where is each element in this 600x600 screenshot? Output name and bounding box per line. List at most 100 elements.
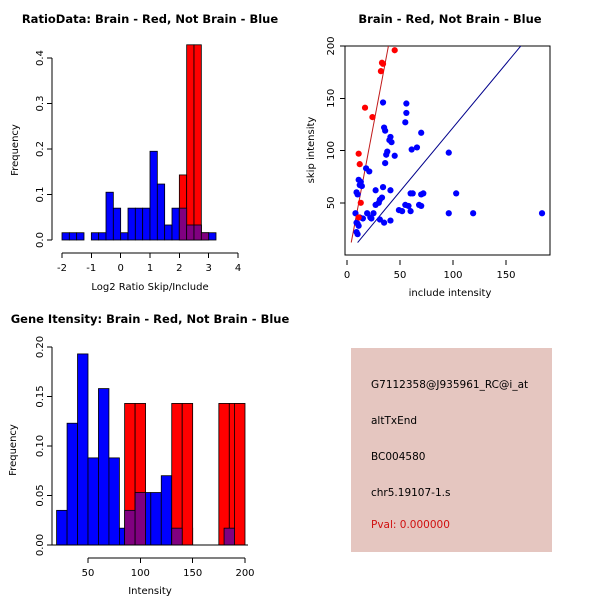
ratio-bar-blue [149,150,158,241]
scatter-point-notbrain [420,190,427,197]
ratio-xtick--1: -1 [86,263,96,274]
gene-x-axis-label: Intensity [128,586,172,597]
scatter-point-notbrain [470,210,477,217]
gene-y-axis: 0.00 0.05 0.10 0.15 0.20 Frequency [8,336,53,556]
scatter-point-notbrain [402,119,409,126]
scatter-point-notbrain [376,216,383,223]
gene-ytick-1: 0.05 [35,484,46,506]
ratio-bar-blue [208,232,217,241]
scatter-fit-line-notbrain-fit [357,46,522,243]
ratio-bar-blue [76,232,85,241]
scatter-point-notbrain [387,217,394,224]
scatter-point-notbrain [407,208,414,215]
ratio-bar-overlap [200,232,210,241]
scatter-y-axis-label: skip intensity [306,117,317,184]
scatter-point-notbrain [445,149,452,156]
scatter-point-brain [355,150,362,157]
scatter-point-notbrain [372,187,379,194]
intensity-scatter-title: Brain - Red, Not Brain - Blue [358,12,542,26]
scatter-point-notbrain [383,151,390,158]
gene-info-panel: G7112358@J935961_RC@i_at altTxEnd BC0045… [300,300,600,600]
scatter-point-notbrain [388,139,395,146]
scatter-point-notbrain [358,182,365,190]
gene-bar-overlap [134,492,146,546]
scatter-xtick-100: 100 [443,270,462,281]
locus-label: chr5.19107-1.s [371,487,451,499]
ratio-bar-blue [134,207,144,241]
scatter-point-notbrain [366,168,373,175]
ratio-bar-blue [90,232,100,241]
gene-bar-blue [56,509,68,546]
scatter-point-brain [361,104,369,111]
gene-bar-blue [150,492,162,546]
scatter-content-group [350,46,546,243]
event-type-label: altTxEnd [371,415,418,427]
scatter-point-notbrain [407,190,414,197]
gene-xtick-150: 150 [183,568,202,579]
gene-bar-overlap [124,509,136,546]
ratio-ytick-4: 0.4 [35,50,46,66]
ratio-bar-blue [61,232,70,241]
ratio-bar-blue [120,232,129,241]
gene-bar-blue [87,457,99,546]
ratio-bar-red [186,44,195,241]
gene-intensity-title: Gene Itensity: Brain - Red, Not Brain - … [10,312,290,326]
ratio-x-axis: -2 -1 0 1 2 3 4 Log2 Ratio Skip/Include [57,252,241,293]
gene-bar-blue [108,457,120,546]
scatter-x-axis: 0 50 100 150 include intensity [344,260,516,299]
pval-label: Pval: 0.000000 [371,519,450,531]
ratio-bar-blue [142,207,151,241]
scatter-point-brain [355,214,362,221]
ratio-bars-group [61,44,217,241]
scatter-point-notbrain [405,202,412,210]
scatter-inner [350,46,546,243]
ratio-xtick-0: 0 [118,263,124,274]
ratio-xtick-3: 3 [206,263,212,274]
gene-ytick-2: 0.10 [35,435,46,457]
scatter-point-notbrain [372,201,379,208]
gene-xtick-50: 50 [82,568,95,579]
gene-bar-red [171,403,183,546]
scatter-point-brain [377,68,385,75]
gene-ytick-0: 0.00 [35,534,46,556]
gene-xtick-200: 200 [235,568,254,579]
ratio-bar-blue [164,224,173,241]
gene-bar-red [218,403,230,546]
ratio-bar-blue [112,207,122,241]
gene-ytick-3: 0.15 [35,385,46,407]
scatter-point-notbrain [413,144,421,151]
scatter-point-brain [357,199,364,206]
ratio-ytick-3: 0.3 [35,96,46,112]
scatter-xtick-50: 50 [394,270,407,281]
ratio-x-axis-label: Log2 Ratio Skip/Include [91,282,208,293]
ratio-bar-overlap [178,207,188,241]
scatter-point-notbrain [418,202,425,210]
ratio-y-axis: 0.0 0.1 0.2 0.3 0.4 Frequency [10,50,53,248]
scatter-point-notbrain [379,99,387,106]
ratio-histogram-svg: 0.0 0.1 0.2 0.3 0.4 Frequency -2 -1 0 1 … [10,44,241,293]
gene-bar-overlap [171,527,183,546]
ratio-bar-blue [156,183,166,241]
scatter-fit-line-brain-fit [350,46,389,243]
gene-ytick-4: 0.20 [35,336,46,358]
scatter-point-brain [379,60,387,67]
gene-bar-blue [77,353,89,546]
scatter-point-notbrain [381,219,388,226]
scatter-ytick-50: 50 [326,196,337,209]
ratio-ytick-0: 0.0 [35,232,46,248]
gene-intensity-svg: 0.00 0.05 0.10 0.15 0.20 Frequency 50 10… [8,336,255,597]
scatter-point-notbrain [403,100,410,107]
gene-bar-blue [98,388,110,546]
scatter-point-notbrain [368,215,375,222]
ratio-bar-blue [98,232,107,241]
ratio-xtick-1: 1 [147,263,153,274]
scatter-point-notbrain [354,231,361,238]
scatter-point-notbrain [453,190,460,197]
scatter-ytick-100: 100 [326,141,337,160]
scatter-point-notbrain [399,208,406,215]
gene-bar-overlap [223,527,235,546]
gene-bar-blue [160,475,173,546]
ratio-ytick-2: 0.2 [35,141,46,157]
scatter-point-notbrain [418,129,425,136]
gene-bars-group [52,353,248,546]
